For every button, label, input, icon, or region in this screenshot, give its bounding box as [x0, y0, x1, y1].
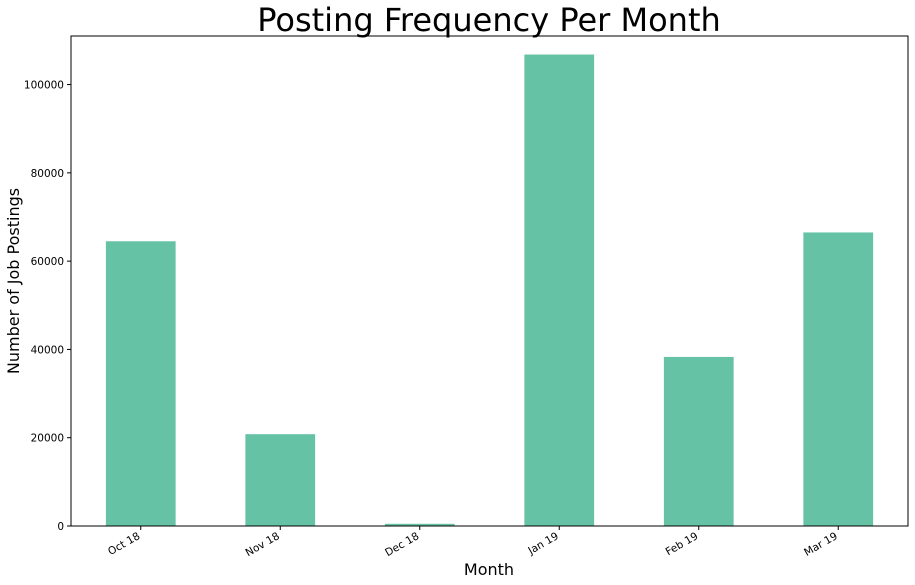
x-tick-label: Mar 19 [802, 530, 840, 559]
plot-frame [70, 35, 909, 527]
y-tick-label: 60000 [31, 256, 64, 268]
plot-area: 0 20000 40000 60000 80000 100000 Oct 18 Nov 18 D… [24, 35, 909, 559]
x-axis-label: Month [464, 560, 514, 579]
x-tick-label: Oct 18 [106, 530, 142, 558]
bar-dec-18 [384, 523, 455, 526]
bar-nov-18 [245, 434, 316, 526]
y-tick-label: 100000 [24, 80, 64, 92]
y-tick-label: 40000 [31, 344, 64, 356]
x-tick-label: Dec 18 [383, 530, 421, 559]
bar-oct-18 [105, 241, 176, 526]
x-tick-label: Jan 19 [525, 530, 560, 557]
chart-title: Posting Frequency Per Month [257, 1, 721, 39]
bar-mar-19 [803, 232, 874, 526]
bar-jan-19 [524, 54, 595, 526]
y-tick-label: 0 [57, 521, 64, 533]
y-axis-label: Number of Job Postings [4, 188, 23, 374]
bar-feb-19 [663, 356, 734, 526]
y-tick-label: 80000 [31, 168, 64, 180]
x-tick-label: Feb 19 [664, 530, 701, 558]
x-tick-label: Nov 18 [244, 530, 282, 559]
y-tick-label: 20000 [31, 433, 64, 445]
